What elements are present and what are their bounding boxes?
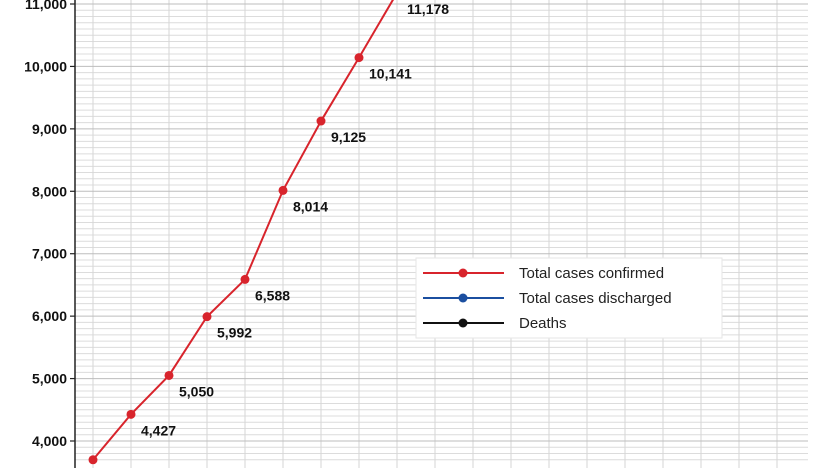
vertical-gridlines: [92, 0, 778, 468]
y-tick-label: 5,000: [32, 371, 67, 387]
plot-area: [75, 0, 808, 468]
legend-swatch-marker: [458, 318, 468, 328]
legend-entry: Deaths: [423, 315, 567, 332]
series-layer: 4,427 5,050 5,992 6,588 8,014 9,125 10,141 11,1…: [88, 0, 449, 465]
legend-label: Total cases confirmed: [519, 265, 664, 282]
data-label: 5,992: [217, 325, 252, 341]
legend-swatch-marker: [458, 268, 468, 278]
legend-swatch-marker: [458, 293, 468, 303]
data-label: 10,141: [369, 66, 412, 82]
data-point: [126, 409, 136, 419]
legend-label: Total cases discharged: [519, 290, 672, 307]
data-label: 6,588: [255, 287, 290, 303]
legend-entry: Total cases discharged: [423, 290, 672, 307]
y-tick-label: 9,000: [32, 121, 67, 137]
data-point: [316, 116, 326, 126]
data-point: [278, 185, 288, 195]
data-point: [354, 53, 364, 63]
data-point: [88, 455, 98, 465]
data-point: [202, 312, 212, 322]
y-tick-label: 8,000: [32, 183, 67, 199]
y-tick-label: 7,000: [32, 246, 67, 262]
data-label: 5,050: [179, 383, 214, 399]
y-tick-label: 10,000: [24, 58, 67, 74]
data-point: [240, 274, 250, 284]
y-tick-label: 4,000: [32, 433, 67, 449]
data-label: 8,014: [293, 198, 328, 214]
y-tick-label: 6,000: [32, 308, 67, 324]
major-gridlines: [70, 3, 808, 442]
y-tick-label: 11,000: [25, 0, 67, 12]
data-label: 4,427: [141, 422, 176, 438]
data-label: 9,125: [331, 129, 366, 145]
data-label: 11,178: [407, 1, 449, 17]
data-point: [164, 370, 174, 380]
legend: Total cases confirmed Total cases dischar…: [415, 257, 723, 339]
legend-entry: Total cases confirmed: [423, 265, 664, 282]
legend-label: Deaths: [519, 315, 567, 332]
y-axis-tick-labels: 4,000 5,000 6,000 7,000 8,000 9,000 10,000 11,0…: [24, 0, 67, 449]
